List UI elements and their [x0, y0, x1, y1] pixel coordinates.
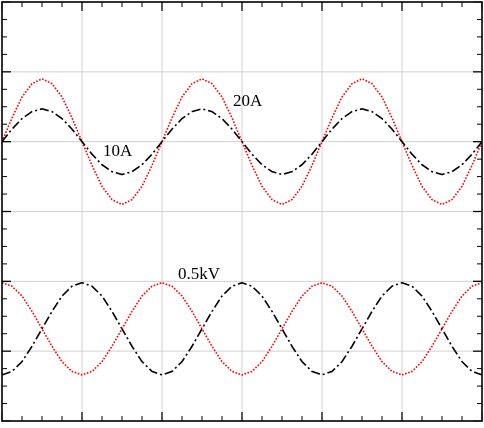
plot-frame	[1, 1, 483, 422]
series-label: 20A	[233, 91, 263, 110]
series-label: 10A	[103, 141, 133, 160]
series-line	[1, 281, 483, 376]
series-line	[1, 281, 483, 376]
series-label: 0.5kV	[178, 264, 221, 283]
series-line	[1, 108, 483, 176]
